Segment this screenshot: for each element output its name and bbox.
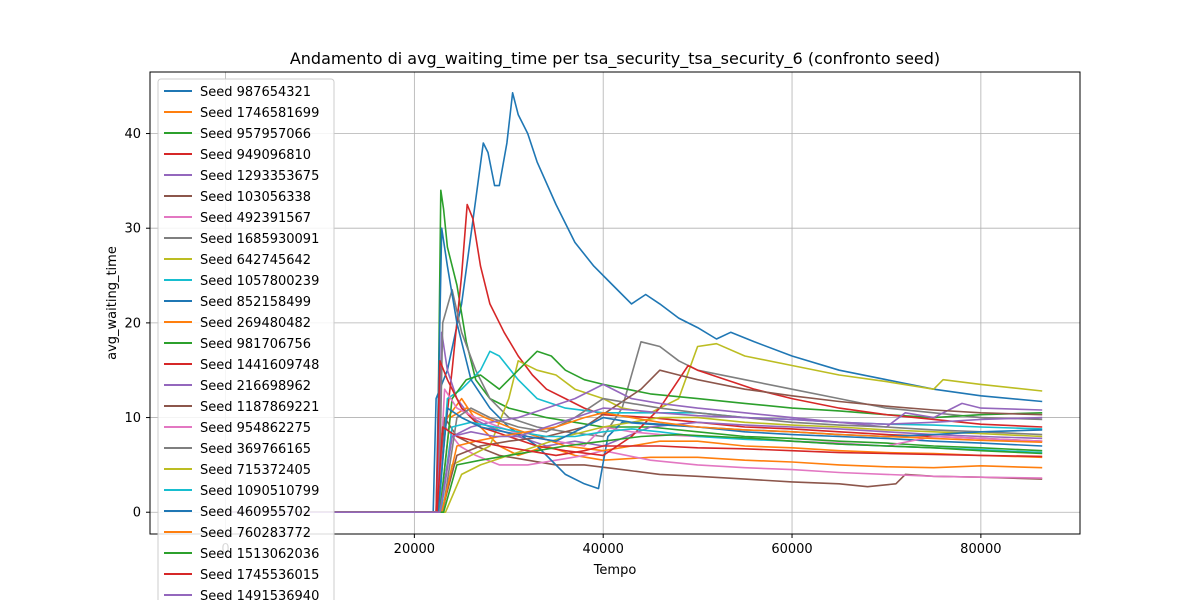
plot-frame <box>149 71 1081 535</box>
legend-entry: Seed 1090510799 <box>200 484 319 499</box>
series-line <box>225 227 1043 513</box>
legend-entry: Seed 852158499 <box>200 295 311 310</box>
legend-frame <box>157 78 335 600</box>
series-line <box>225 416 1043 513</box>
x-tick-label: 40000 <box>583 542 624 557</box>
series-line <box>225 350 1043 513</box>
legend-entry: Seed 949096810 <box>200 148 311 163</box>
legend-entry: Seed 957957066 <box>200 127 311 142</box>
series-line <box>225 369 1043 513</box>
series-line <box>225 203 1043 513</box>
legend-entry: Seed 369766165 <box>200 442 311 457</box>
legend-entry: Seed 981706756 <box>200 337 311 352</box>
legend-entry: Seed 1057800239 <box>200 274 319 289</box>
series-line <box>225 433 1043 513</box>
chart-title: Andamento di avg_waiting_time per tsa_se… <box>290 49 940 69</box>
legend-entry: Seed 1746581699 <box>200 106 319 121</box>
y-tick-label: 10 <box>124 411 141 426</box>
x-tick-label: 20000 <box>394 542 435 557</box>
legend-entry: Seed 1491536940 <box>200 589 319 600</box>
legend-entry: Seed 492391567 <box>200 211 311 226</box>
series-line <box>225 397 1043 513</box>
series-layer <box>225 92 1043 513</box>
series-line <box>225 189 1043 513</box>
legend-entry: Seed 954862275 <box>200 421 311 436</box>
legend-entry: Seed 760283772 <box>200 526 311 541</box>
series-line <box>225 407 1043 513</box>
series-line <box>225 426 1043 513</box>
legend-entry: Seed 216698962 <box>200 379 311 394</box>
legend-entry: Seed 269480482 <box>200 316 311 331</box>
legend-entry: Seed 987654321 <box>200 85 311 100</box>
series-line <box>225 92 1043 513</box>
series-line <box>225 388 1043 513</box>
legend-entry: Seed 642745642 <box>200 253 311 268</box>
legend-entry: Seed 103056338 <box>200 190 311 205</box>
legend-entry: Seed 460955702 <box>200 505 311 520</box>
legend-entry: Seed 1745536015 <box>200 568 319 583</box>
legend-entry: Seed 1685930091 <box>200 232 319 247</box>
x-tick-label: 80000 <box>960 542 1001 557</box>
y-tick-label: 20 <box>124 316 141 331</box>
y-tick-label: 40 <box>124 127 141 142</box>
legend-entry: Seed 715372405 <box>200 463 311 478</box>
legend-entry: Seed 1513062036 <box>200 547 319 562</box>
ticks: 020000400006000080000010203040 <box>124 127 1001 557</box>
y-tick-label: 0 <box>133 506 141 521</box>
legend: Seed 987654321 Seed 1746581699 Seed 957957… <box>157 78 335 600</box>
y-tick-label: 30 <box>124 222 141 237</box>
legend-entry: Seed 1441609748 <box>200 358 319 373</box>
x-axis-label: Tempo <box>593 563 637 578</box>
legend-entry: Seed 1293353675 <box>200 169 319 184</box>
series-line <box>225 360 1043 513</box>
y-axis-label: avg_waiting_time <box>105 246 120 360</box>
x-tick-label: 60000 <box>771 542 812 557</box>
legend-entry: Seed 1187869221 <box>200 400 319 415</box>
